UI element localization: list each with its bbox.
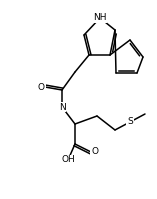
Text: NH: NH [93,14,107,22]
Text: O: O [91,147,98,156]
Text: N: N [59,102,65,111]
Text: O: O [38,83,45,92]
Text: S: S [127,117,133,127]
Text: OH: OH [61,155,75,165]
